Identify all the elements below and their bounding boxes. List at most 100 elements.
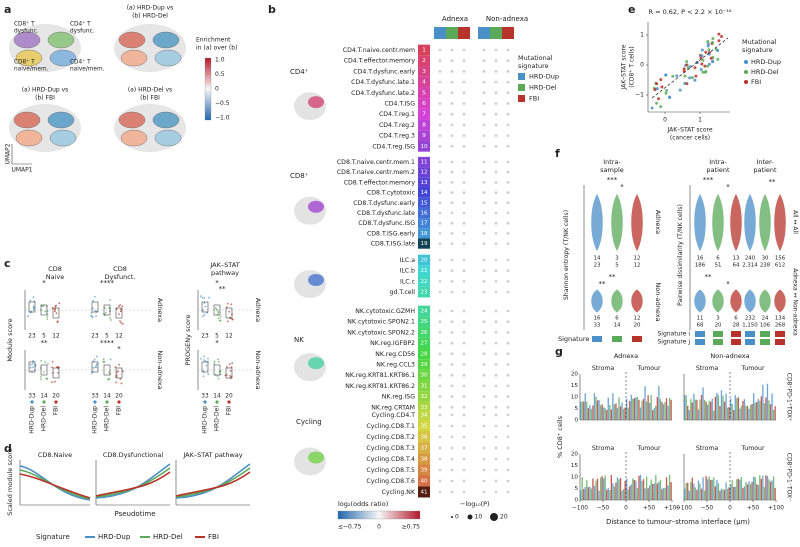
legend-dot <box>744 60 748 64</box>
dot-grid <box>450 48 454 52</box>
dot-grid <box>506 181 510 184</box>
count: 23 <box>594 263 601 269</box>
jitter-point <box>109 373 112 375</box>
dot-grid <box>462 201 466 205</box>
label: CD4⁺ T <box>70 21 91 28</box>
histogram-bar <box>595 396 597 420</box>
scatter-point <box>699 56 703 60</box>
umap-region <box>120 129 148 147</box>
label: Enrichment <box>196 37 231 44</box>
dot-grid <box>506 144 510 148</box>
header-bar <box>490 27 502 39</box>
histogram-bar <box>688 490 690 500</box>
histogram-bar <box>736 479 738 500</box>
jitter-point <box>217 377 220 380</box>
histogram-bar <box>717 395 720 420</box>
dot-grid <box>494 232 498 235</box>
scatter-point <box>703 70 707 74</box>
histogram-bar <box>746 406 749 420</box>
histogram-bar <box>714 486 716 500</box>
scatter-point <box>671 74 675 78</box>
label: −0.5 <box>215 100 230 107</box>
cluster-id: 28 <box>420 351 428 357</box>
scatter-point <box>706 64 710 68</box>
cluster-box <box>418 228 430 239</box>
histogram-bar <box>691 477 693 500</box>
dot-grid <box>450 413 454 417</box>
violin <box>744 193 756 252</box>
jitter-point <box>29 366 32 369</box>
label: CD4⁺ <box>290 68 309 76</box>
label: ** <box>599 280 607 288</box>
cluster-id: 3 <box>422 69 426 75</box>
label: Non-adnexa <box>156 350 164 389</box>
signature-dot <box>93 400 97 404</box>
scatter-point <box>709 56 713 60</box>
label: 0 <box>377 524 381 531</box>
histogram-bar <box>583 489 585 500</box>
histogram-bar <box>618 479 620 500</box>
count: 14 <box>103 394 111 400</box>
histogram-bar <box>612 393 614 420</box>
cluster-box <box>418 55 430 67</box>
cluster-id: 19 <box>420 241 428 247</box>
histogram-bar <box>595 480 597 500</box>
dot-grid <box>494 70 498 73</box>
dot-grid <box>462 144 466 148</box>
jitter-point <box>94 366 97 369</box>
scatter-point <box>655 82 659 86</box>
label: dysfunc. <box>70 29 95 35</box>
label: ** <box>769 178 777 186</box>
histogram-bar <box>710 480 712 500</box>
histogram-bar <box>705 476 707 500</box>
cluster-name: ILC.a <box>400 257 416 264</box>
dot-grid <box>506 232 510 235</box>
count: 156 <box>775 256 786 262</box>
dot-grid <box>506 405 510 409</box>
cluster-id: 41 <box>420 490 428 496</box>
histogram-bar <box>751 481 753 500</box>
dot-grid <box>482 395 486 398</box>
cluster-id: 38 <box>420 457 428 463</box>
dot-grid <box>506 363 510 366</box>
cluster-name: CD4.T.reg.ISG <box>372 143 415 150</box>
histogram-bar <box>743 399 746 420</box>
scatter-point <box>706 40 710 44</box>
scatter-point <box>650 106 654 110</box>
jitter-point <box>44 361 46 364</box>
count: 16 <box>594 316 601 322</box>
histogram-bar <box>635 397 637 420</box>
scatter-point <box>710 40 714 44</box>
histogram-bar <box>697 409 700 420</box>
dot-grid <box>506 59 510 63</box>
dot-grid <box>462 479 466 483</box>
histogram-bar <box>687 482 689 500</box>
dot-grid <box>482 424 486 428</box>
label: * <box>215 279 219 287</box>
histogram-bar <box>742 400 744 420</box>
legend-dot <box>744 80 748 84</box>
histogram-bar <box>769 404 772 420</box>
histogram-bar <box>716 479 718 500</box>
count: 14 <box>614 323 621 329</box>
dot-grid <box>438 221 442 225</box>
count: 12 <box>52 334 60 340</box>
jitter-point <box>213 360 216 363</box>
label: Signature <box>36 533 70 541</box>
jitter-point <box>120 382 123 385</box>
histogram-bar <box>652 410 654 420</box>
count: 5 <box>615 263 618 269</box>
jitter-point <box>51 361 54 363</box>
label: Intra- <box>603 158 621 166</box>
label: 1 <box>698 117 702 124</box>
jitter-point <box>118 363 120 366</box>
dot-grid <box>494 341 498 345</box>
cluster-name: ILC.c <box>400 278 416 285</box>
dot-grid <box>482 373 486 377</box>
dot-grid <box>462 468 466 472</box>
dot-grid <box>494 435 498 439</box>
dot-grid <box>482 160 486 164</box>
cluster-id: 13 <box>420 180 428 186</box>
dot-grid <box>438 280 442 283</box>
